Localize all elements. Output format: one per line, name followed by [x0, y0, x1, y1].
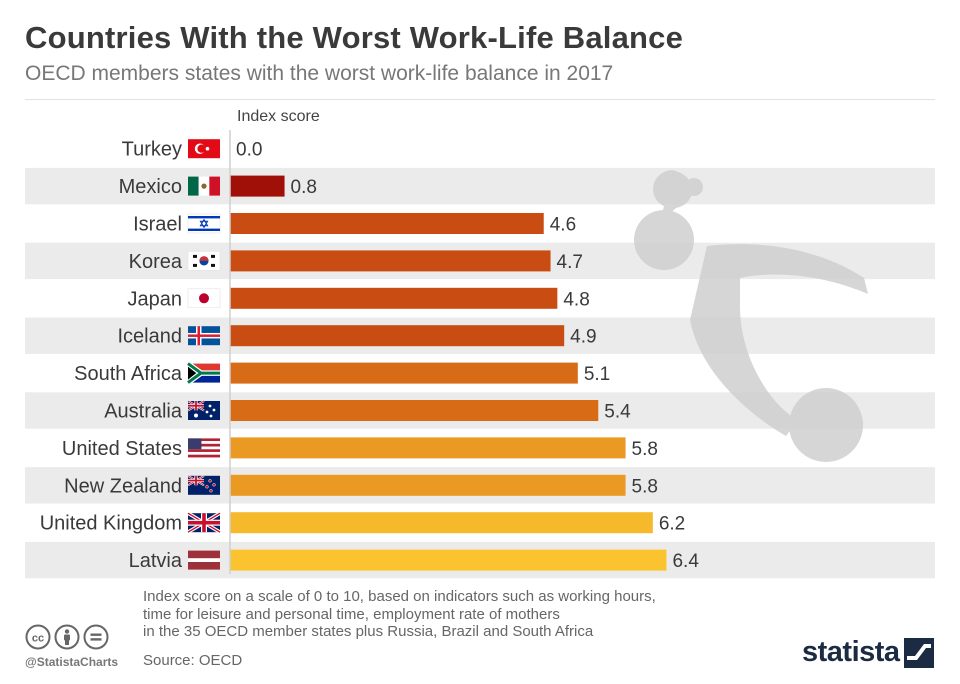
flag-south-africa-icon — [186, 361, 220, 385]
footnote-line: Index score on a scale of 0 to 10, based… — [143, 588, 656, 605]
by-icon — [54, 624, 80, 650]
value-label: 5.8 — [632, 476, 658, 497]
flag-uk-icon — [187, 511, 221, 534]
value-label: 4.7 — [557, 252, 583, 273]
bar-chart: Turkey 0.0 Mexico 0.8 Israel 4.6 Korea 4.7 Japan… — [25, 130, 935, 579]
category-label: Korea — [129, 251, 183, 273]
flag-japan-icon — [187, 288, 221, 309]
logo-text: statista — [802, 636, 900, 668]
flag-latvia-icon — [188, 550, 220, 570]
flag-iceland-icon — [188, 326, 220, 346]
svg-text:cc: cc — [32, 633, 44, 645]
flag-new-zealand-icon — [187, 474, 220, 495]
bar — [230, 287, 558, 309]
value-label: 5.8 — [632, 439, 658, 460]
bar — [230, 175, 285, 197]
chart-subtitle: OECD members states with the worst work-… — [25, 62, 614, 85]
bar — [230, 362, 578, 384]
value-label: 5.4 — [604, 402, 631, 423]
footnote: Index score on a scale of 0 to 10, based… — [143, 588, 743, 641]
category-label: New Zealand — [64, 475, 182, 497]
bars: Turkey 0.0 Mexico 0.8 Israel 4.6 Korea 4.7 Japan… — [40, 139, 700, 572]
category-label: United Kingdom — [40, 513, 182, 535]
value-label: 0.8 — [291, 177, 317, 198]
value-label: 4.6 — [550, 215, 576, 236]
statista-logo: statista — [802, 636, 934, 669]
chart-title: Countries With the Worst Work-Life Balan… — [25, 20, 684, 55]
category-label: Australia — [104, 401, 183, 423]
category-label: Israel — [133, 214, 182, 236]
bar — [230, 213, 544, 234]
category-label: Japan — [128, 288, 183, 310]
flag-mexico-icon — [188, 176, 220, 196]
flag-israel-icon — [187, 213, 221, 234]
source-text: Source: OECD — [143, 652, 243, 669]
bar — [230, 250, 551, 272]
logo-mark-icon — [903, 637, 934, 668]
category-label: United States — [62, 438, 182, 460]
footnote-line: time for leisure and personal time, empl… — [143, 605, 560, 623]
value-label: 0.0 — [236, 140, 262, 161]
header-divider — [25, 99, 935, 100]
value-label: 6.4 — [672, 551, 699, 572]
flag-turkey-icon — [188, 139, 220, 159]
bar — [230, 549, 667, 571]
category-label: Turkey — [122, 139, 182, 161]
cc-icon: cc — [25, 624, 51, 650]
bar — [230, 437, 626, 459]
row-shade — [25, 167, 935, 205]
license-icons: cc — [25, 624, 109, 650]
bar — [230, 474, 626, 496]
flag-usa-icon — [188, 438, 220, 458]
value-label: 4.8 — [563, 289, 589, 310]
social-handle: @StatistaCharts — [25, 655, 119, 669]
category-label: Iceland — [118, 326, 183, 348]
category-label: Latvia — [129, 550, 183, 572]
category-label: South Africa — [74, 363, 183, 385]
flag-australia-icon — [187, 400, 220, 420]
value-label: 5.1 — [584, 364, 610, 385]
category-label: Mexico — [119, 176, 182, 198]
flag-korea-icon — [187, 251, 221, 271]
bar — [230, 400, 599, 421]
bar — [230, 325, 565, 347]
value-axis-label: Index score — [237, 108, 320, 125]
value-label: 6.2 — [659, 514, 685, 535]
bar — [230, 512, 653, 534]
nd-icon — [83, 624, 109, 650]
footnote-line: in the 35 OECD member states plus Russia… — [143, 623, 594, 640]
value-label: 4.9 — [570, 327, 596, 348]
tired-person-illustration — [634, 170, 868, 462]
